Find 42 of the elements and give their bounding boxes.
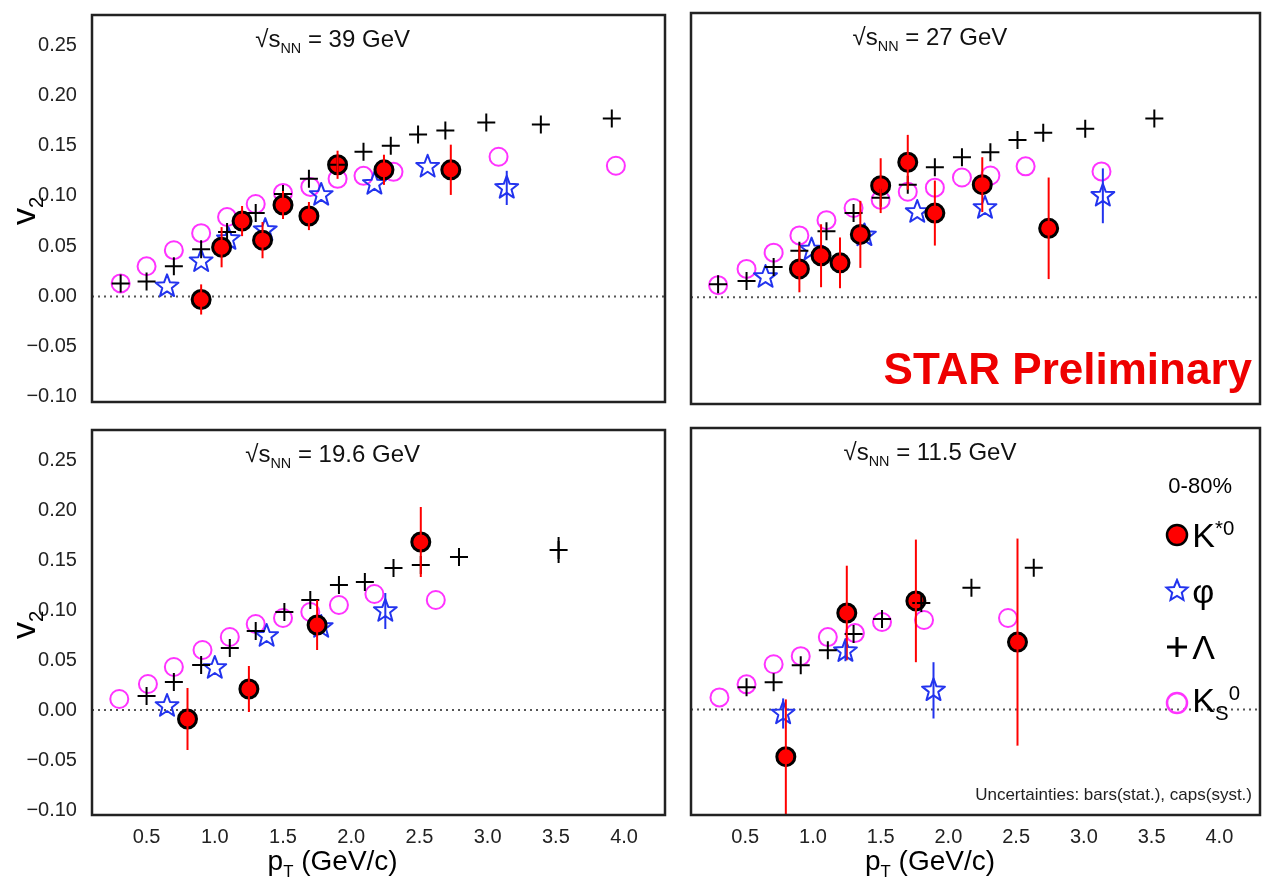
x-tick-label: 3.5	[541, 824, 570, 847]
y-tick-label: 0.15	[38, 547, 77, 570]
x-axis-title: p$_{T}$ (GeV/c)	[267, 845, 398, 881]
x-tick-label: 3.0	[473, 824, 502, 847]
legend-label: K$^{*0}$	[1192, 515, 1235, 555]
legend-label: φ	[1192, 571, 1215, 611]
y-tick-label: −0.10	[26, 384, 77, 407]
y-tick-label: 0.20	[38, 82, 77, 105]
x-tick-label: 4.0	[610, 824, 638, 847]
text: √s$_{NN}$ = 11.5 GeV	[843, 438, 1017, 469]
y-tick-label: 0.25	[38, 32, 77, 55]
x-tick-label: 1.0	[799, 824, 827, 847]
x-tick-label: 3.5	[1137, 824, 1166, 847]
y-tick-label: 0.25	[38, 447, 77, 470]
y-tick-label: 0.20	[38, 497, 77, 520]
y-tick-label: 0.00	[38, 697, 77, 720]
legend-label: Λ	[1192, 627, 1216, 667]
x-tick-label: 2.0	[934, 824, 963, 847]
y-tick-label: −0.05	[26, 334, 77, 357]
y-tick-label: 0.00	[38, 283, 77, 306]
y-tick-label: −0.05	[26, 747, 77, 770]
x-tick-label: 2.0	[337, 824, 366, 847]
x-tick-label: 2.5	[405, 824, 434, 847]
text: √s$_{NN}$ = 39 GeV	[255, 25, 411, 56]
y-tick-label: 0.05	[38, 233, 77, 256]
annotation: Uncertainties: bars(stat.), caps(syst.)	[975, 785, 1252, 805]
x-tick-label: 1.5	[269, 824, 297, 847]
y-tick-label: 0.05	[38, 647, 77, 670]
x-tick-label: 0.5	[731, 824, 760, 847]
x-axis-title: p$_{T}$ (GeV/c)	[864, 845, 996, 881]
x-tick-label: 1.0	[200, 824, 229, 847]
annotation: STAR Preliminary	[883, 344, 1252, 394]
x-tick-label: 1.5	[866, 824, 895, 847]
text: √s$_{NN}$ = 27 GeV	[852, 23, 1008, 54]
y-tick-label: 0.15	[38, 133, 77, 156]
x-tick-label: 3.0	[1069, 824, 1098, 847]
x-tick-label: 2.5	[1002, 824, 1031, 847]
x-tick-label: 4.0	[1205, 824, 1234, 847]
x-tick-label: 0.5	[132, 824, 161, 847]
legend-title: 0-80%	[1168, 473, 1233, 499]
y-tick-label: −0.10	[26, 797, 77, 820]
text: √s$_{NN}$ = 19.6 GeV	[245, 440, 421, 471]
